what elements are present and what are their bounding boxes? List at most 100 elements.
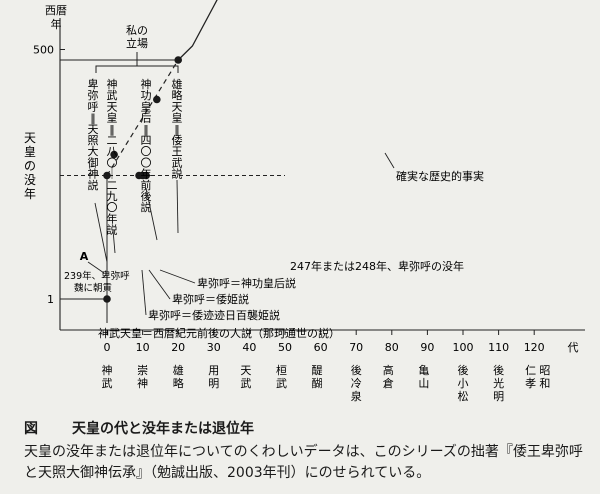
anno-239-1: 239年、卑弥呼 [64,270,130,282]
emperor-name: 仁孝 [525,364,536,390]
extrapolation-dashed-line [106,59,179,176]
emperor-name-char: 雄 [173,363,184,377]
x-tick-label: 40 [242,341,256,354]
y-tick-label: 500 [33,44,54,57]
data-point [153,95,161,104]
emperor-name-char: 武 [240,377,251,390]
x-axis-unit: 代 [568,341,579,354]
emperor-name: 神武 [102,363,113,390]
anno-yuryaku-bu-char: 雄 [172,77,183,91]
anno-himiko-yamato: 卑弥呼＝倭姫説 [172,292,249,306]
anno-yuryaku-bu-char: 説 [172,167,183,181]
y-axis-label-side: 天皇の没年 [24,131,36,201]
y-axis-label-side-char: 皇 [24,145,36,159]
figure-description: 天皇の没年または退位年についてのくわしいデータは、このシリーズの拙著『倭王卑弥呼… [24,444,583,481]
anno-jimmu-280-char: 九 [107,190,118,203]
emperor-name: 昭和 [539,364,550,390]
point-a-label: A [80,250,89,263]
emperor-name: 高倉 [383,363,394,390]
leader-himiko-jingu [159,269,196,284]
emperor-name: 後光明 [493,363,504,403]
emperor-name-char: 山 [418,377,429,390]
anno-jingu-400-char: 四 [141,134,152,147]
x-tick-label: 80 [385,341,399,354]
leader-series-label [384,152,395,169]
anno-yuryaku-bu-char: ‖ [174,123,180,136]
anno-jimmu-ad: 神武天皇＝西暦紀元前後の人説（那珂通世の説） [98,326,340,340]
emperor-name-char: 冷 [351,377,362,390]
figure-caption: 図 天皇の代と没年または退位年 天皇の没年または退位年についてのくわしいデータは、… [24,418,589,484]
figure-title-text: 天皇の代と没年または退位年 [72,421,254,437]
emperor-name: 亀山 [418,363,429,390]
anno-himiko-amaterasu-char: 照 [88,134,99,147]
emperor-name: 崇神 [137,364,148,390]
y-axis-label-top: 西暦 [45,4,67,17]
anno-himiko-jingu: 卑弥呼＝神功皇后説 [197,276,296,290]
emperor-name-char: 後 [458,363,469,377]
leader-jimmu-280 [112,229,116,254]
anno-jingu-400-char: 〇 [141,145,152,158]
anno-jingu-400-char: 説 [141,200,152,214]
anno-jimmu-280-char: 説 [107,223,118,237]
anno-himiko-amaterasu-char: 卑 [88,77,99,91]
anno-yuryaku-bu-char: 武 [172,156,183,169]
y-axis-label-top-2: 年 [51,17,62,31]
emperor-name-char: 光 [493,376,504,390]
emperor-name: 後冷泉 [351,363,362,403]
y-axis-label-side-char: 没 [24,172,36,187]
emperor-name-char: 天 [240,364,251,377]
anno-yuryaku-bu-char: 天 [172,100,183,113]
anno-jimmu-280-char: 武 [107,89,118,102]
chart: 西暦年天皇の没年15001000150020000102030405060708… [24,0,585,403]
emperor-name-char: 明 [493,390,504,403]
y-tick-label: 1 [47,293,54,306]
bracket-label-2: 立場 [126,36,148,50]
anno-himiko-amaterasu-char: 弥 [88,88,99,102]
emperor-name-char: 明 [208,377,219,390]
anno-jimmu-280-char: 二 [107,179,118,192]
anno-jingu-400-char: 后 [141,112,152,125]
anno-248-label: 247年または248年、卑弥呼の没年 [290,259,464,273]
anno-himiko-amaterasu-char: 神 [88,167,99,181]
y-axis-label-side-char: 年 [24,187,36,201]
leader-point-a [87,261,105,274]
annotations: 私の立場卑弥呼‖天照大御神説神武天皇‖二八〇｜二九〇年説神功皇后‖四〇〇年前後説… [64,24,484,340]
data-point [142,171,150,180]
anno-jingu-400-char: 前 [141,178,152,192]
anno-himiko-momoso: 卑弥呼＝倭迹迹日百襲姫説 [148,308,280,322]
axis-ticks: 西暦年天皇の没年15001000150020000102030405060708… [24,4,579,403]
emperor-name-char: 武 [102,377,113,390]
anno-jimmu-280-char: 皇 [107,111,118,125]
anno-jimmu-280-char: ‖ [109,123,115,136]
emperor-name-char: 後 [351,363,362,377]
x-tick-label: 10 [136,341,150,354]
x-tick-label: 90 [420,341,434,354]
figure-title: 図 天皇の代と没年または退位年 [24,418,589,438]
anno-himiko-amaterasu-char: 御 [88,155,99,169]
anno-jimmu-280-char: 神 [107,77,118,91]
data-point [174,56,182,64]
anno-jingu-400-char: 年 [141,167,152,181]
emperor-name: 後小松 [458,363,469,403]
emperor-name-char: 神 [137,376,148,390]
axes [59,18,585,331]
anno-himiko-amaterasu-char: 説 [88,178,99,192]
x-tick-label: 20 [171,341,185,354]
x-tick-label: 0 [104,341,111,354]
emperor-name-char: 松 [458,389,469,403]
figure-label: 図 [24,421,38,437]
anno-jingu-400-char: 後 [141,189,152,203]
anno-239-2: 魏に朝貢 [74,282,113,294]
leader-yuryaku [176,179,179,234]
data-point [103,171,111,180]
anno-jimmu-280-char: ｜ [107,168,118,181]
leader-himiko-momoso [141,269,147,316]
anno-himiko-amaterasu-char: 大 [88,144,99,158]
emperor-name-char: 泉 [351,389,362,403]
bracket-label-1: 私の [126,24,148,37]
emperor-name-char: 後 [493,363,504,377]
anno-yuryaku-bu-char: 倭 [172,134,183,147]
